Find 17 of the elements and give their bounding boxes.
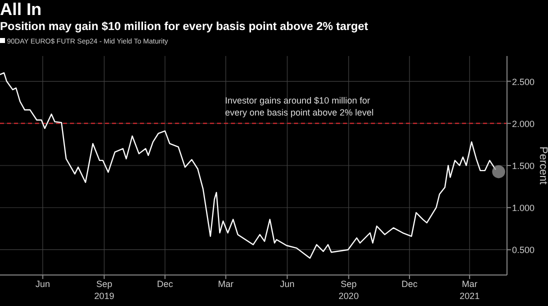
x-tick-label: Mar 2021: [460, 279, 480, 301]
y-tick-label: 0.500: [512, 245, 535, 256]
x-tick-label: Sep 2020: [338, 279, 359, 301]
y-tick-label: 1.500: [512, 161, 535, 171]
ref-line-label: Investor gains around $10 million for every one basis point above 2% level: [225, 95, 374, 118]
x-tick-label: Dec: [156, 279, 174, 289]
y-tick-label: 2.500: [512, 76, 535, 87]
x-tick-label: Dec: [401, 279, 418, 289]
chart-title: All In: [0, 0, 42, 19]
y-axis-title: Percent: [537, 146, 548, 184]
y-tick-label: 2.000: [512, 118, 535, 129]
x-tick-label: Jun: [35, 279, 50, 289]
x-tick-label: Mar: [218, 279, 234, 289]
chart-subtitle: Position may gain $10 million for every basis point above 2% target: [0, 21, 368, 33]
y-tick-label: 1.000: [512, 203, 535, 214]
x-tick-label: Jun: [280, 279, 294, 289]
x-tick-label: Sep 2019: [94, 279, 114, 301]
